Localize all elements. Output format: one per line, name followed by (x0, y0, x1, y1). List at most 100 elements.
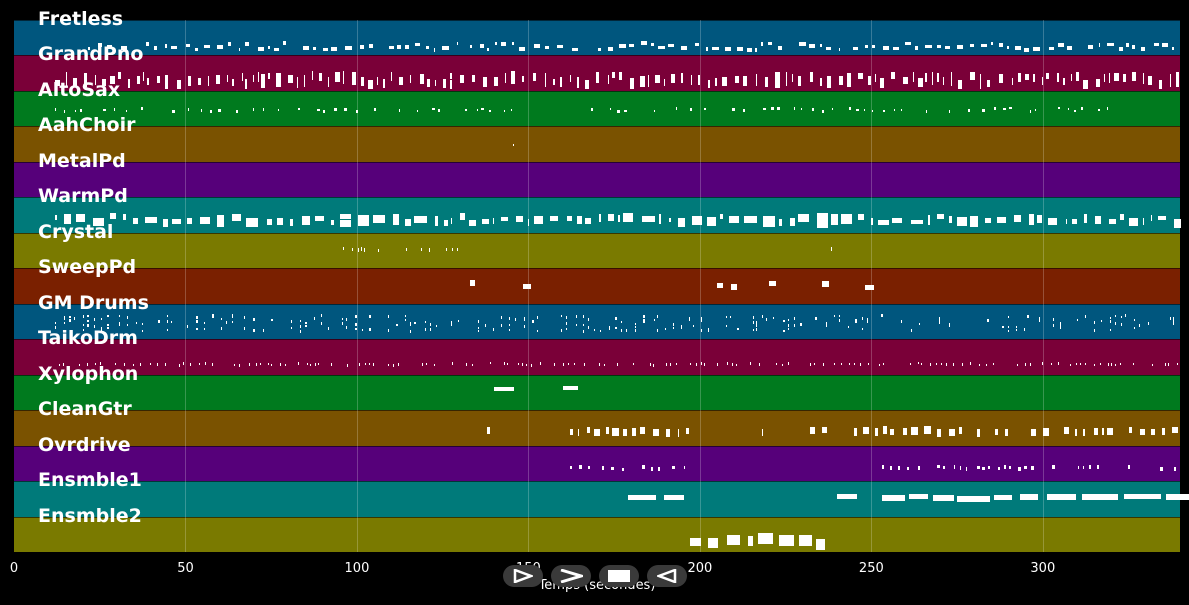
note (889, 466, 892, 471)
note (163, 219, 168, 227)
note (830, 213, 838, 222)
note (518, 363, 520, 366)
note (872, 109, 874, 113)
note (883, 109, 886, 113)
note (1057, 107, 1061, 110)
note (1029, 363, 1031, 367)
note (969, 43, 975, 47)
note (1175, 79, 1179, 87)
note (839, 314, 841, 317)
note (725, 324, 727, 328)
note (771, 107, 774, 110)
note (732, 107, 735, 111)
note (430, 328, 432, 332)
track-lane (14, 197, 1180, 233)
note (1084, 215, 1088, 224)
note (925, 72, 928, 83)
note (1142, 75, 1145, 85)
note (859, 363, 861, 366)
note (793, 317, 795, 320)
note (775, 72, 780, 82)
back-button[interactable] (647, 565, 687, 587)
note (166, 314, 168, 318)
note (615, 317, 617, 320)
note (522, 75, 525, 83)
note (763, 107, 766, 111)
note (123, 213, 126, 221)
note (469, 220, 476, 226)
note (345, 46, 353, 50)
note (575, 315, 577, 318)
note (1167, 363, 1169, 366)
note (501, 41, 507, 46)
note (239, 363, 241, 367)
note (731, 363, 733, 367)
note (1094, 329, 1096, 332)
track-lane (14, 303, 1180, 340)
note (430, 322, 432, 326)
note (344, 108, 348, 112)
note (691, 216, 702, 224)
note (126, 316, 128, 319)
note (1175, 72, 1179, 81)
note (171, 218, 181, 224)
note (830, 219, 838, 225)
track-lane (14, 232, 1180, 269)
note (697, 75, 701, 86)
note (523, 283, 531, 290)
note (793, 107, 796, 110)
note (874, 74, 876, 82)
stop-button[interactable] (599, 565, 639, 587)
note (787, 319, 790, 322)
forward-button[interactable] (551, 565, 591, 587)
note (136, 321, 138, 324)
note (755, 74, 757, 83)
note (485, 324, 487, 328)
note (1076, 362, 1078, 365)
note (769, 280, 777, 287)
note (351, 247, 353, 252)
note (501, 316, 503, 319)
note (238, 48, 241, 52)
play-button[interactable] (503, 565, 543, 587)
note (120, 46, 127, 51)
note (327, 77, 329, 87)
note (576, 76, 580, 85)
note (582, 329, 584, 333)
note (73, 317, 75, 321)
note (299, 330, 301, 333)
note (600, 329, 602, 333)
note (449, 72, 452, 79)
note (956, 217, 968, 223)
note (490, 362, 492, 365)
note (743, 109, 746, 112)
note (330, 219, 335, 226)
note (664, 78, 666, 87)
note (902, 427, 908, 436)
note (948, 322, 950, 326)
note (1059, 326, 1061, 329)
note (752, 321, 754, 324)
track-label: Ovrdrive (38, 433, 131, 456)
note (86, 324, 89, 328)
note (659, 217, 662, 225)
note (215, 74, 221, 84)
note (1043, 428, 1050, 436)
note (305, 324, 308, 328)
note (743, 76, 748, 86)
note (518, 47, 526, 51)
note (297, 362, 299, 365)
note (736, 47, 743, 52)
note (658, 466, 661, 471)
note (88, 46, 91, 50)
note (867, 75, 872, 86)
note (890, 429, 894, 436)
note (503, 110, 506, 113)
note (388, 45, 394, 50)
note (881, 495, 905, 501)
note (318, 363, 320, 366)
note (1104, 74, 1106, 83)
note (809, 426, 816, 435)
note (1009, 107, 1012, 110)
note (1128, 218, 1139, 227)
